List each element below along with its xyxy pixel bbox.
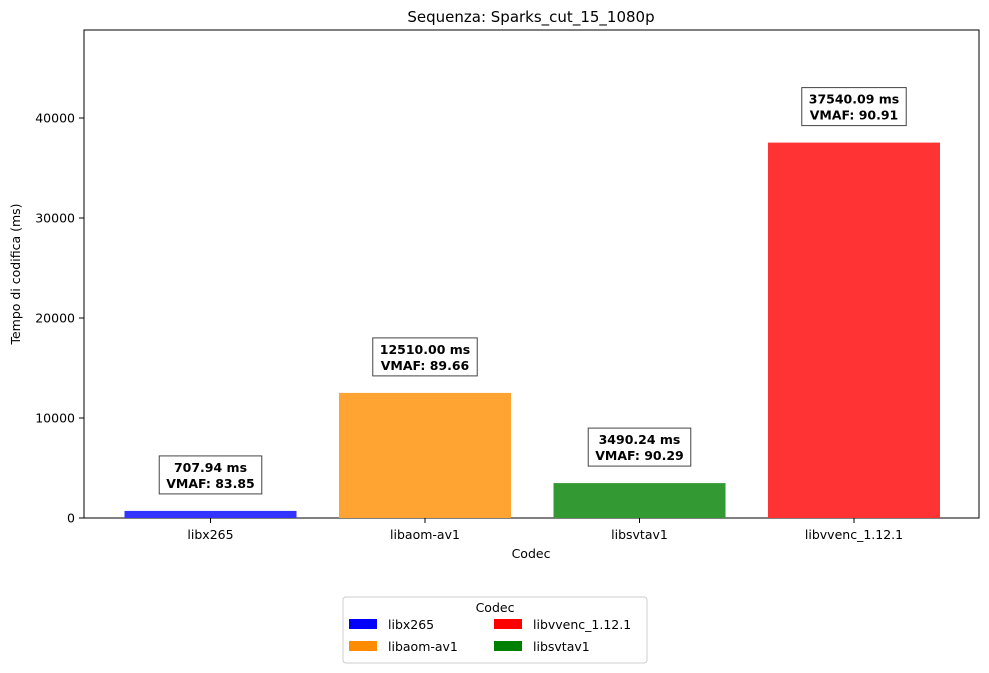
y-tick-label: 20000 xyxy=(35,311,75,326)
data-label-vmaf: VMAF: 90.29 xyxy=(595,448,684,463)
x-tick-label: libsvtav1 xyxy=(611,527,668,542)
data-label-box xyxy=(801,87,907,127)
legend-label: libvvenc_1.12.1 xyxy=(533,617,631,632)
x-tick-label: libaom-av1 xyxy=(390,527,460,542)
y-tick-label: 0 xyxy=(67,511,75,526)
legend-swatch xyxy=(349,641,377,651)
data-label-time: 707.94 ms xyxy=(174,460,247,475)
legend-swatch xyxy=(494,641,522,651)
data-label-box xyxy=(587,427,692,467)
bar-libsvtav1 xyxy=(553,483,726,518)
legend: Codec libx265 libaom-av1 libvvenc_1.12.1lib… xyxy=(342,596,648,664)
x-tick-label: libvvenc_1.12.1 xyxy=(805,527,903,542)
y-tick-label: 40000 xyxy=(35,111,75,126)
data-label-time: 3490.24 ms xyxy=(599,432,681,447)
legend-label: libx265 xyxy=(388,617,434,632)
legend-title: Codec xyxy=(476,600,515,615)
legend-label: libsvtav1 xyxy=(533,639,590,654)
y-tick-label: 10000 xyxy=(35,411,75,426)
x-tick-label: libx265 xyxy=(187,527,233,542)
legend-swatch xyxy=(494,619,522,629)
data-label-box xyxy=(158,455,263,495)
bar-libaom-av1 xyxy=(339,392,511,518)
legend-frame xyxy=(342,596,648,664)
data-label-time: 12510.00 ms xyxy=(380,342,470,357)
data-label-box xyxy=(372,337,478,377)
bar-libx265 xyxy=(124,510,297,518)
y-axis-label: Tempo di codifica (ms) xyxy=(8,203,23,345)
legend-swatch xyxy=(349,619,377,629)
y-tick-label: 30000 xyxy=(35,211,75,226)
bar-libvvenc_1.12.1 xyxy=(768,142,940,518)
data-label-vmaf: VMAF: 89.66 xyxy=(381,358,470,373)
data-label-time: 37540.09 ms xyxy=(809,92,899,107)
chart-title: Sequenza: Sparks_cut_15_1080p xyxy=(407,8,654,27)
data-label-vmaf: VMAF: 83.85 xyxy=(166,476,255,491)
plot-frame xyxy=(83,29,980,519)
legend-label: libaom-av1 xyxy=(388,639,458,654)
x-axis-label: Codec xyxy=(512,546,551,561)
data-label-vmaf: VMAF: 90.91 xyxy=(810,108,899,123)
